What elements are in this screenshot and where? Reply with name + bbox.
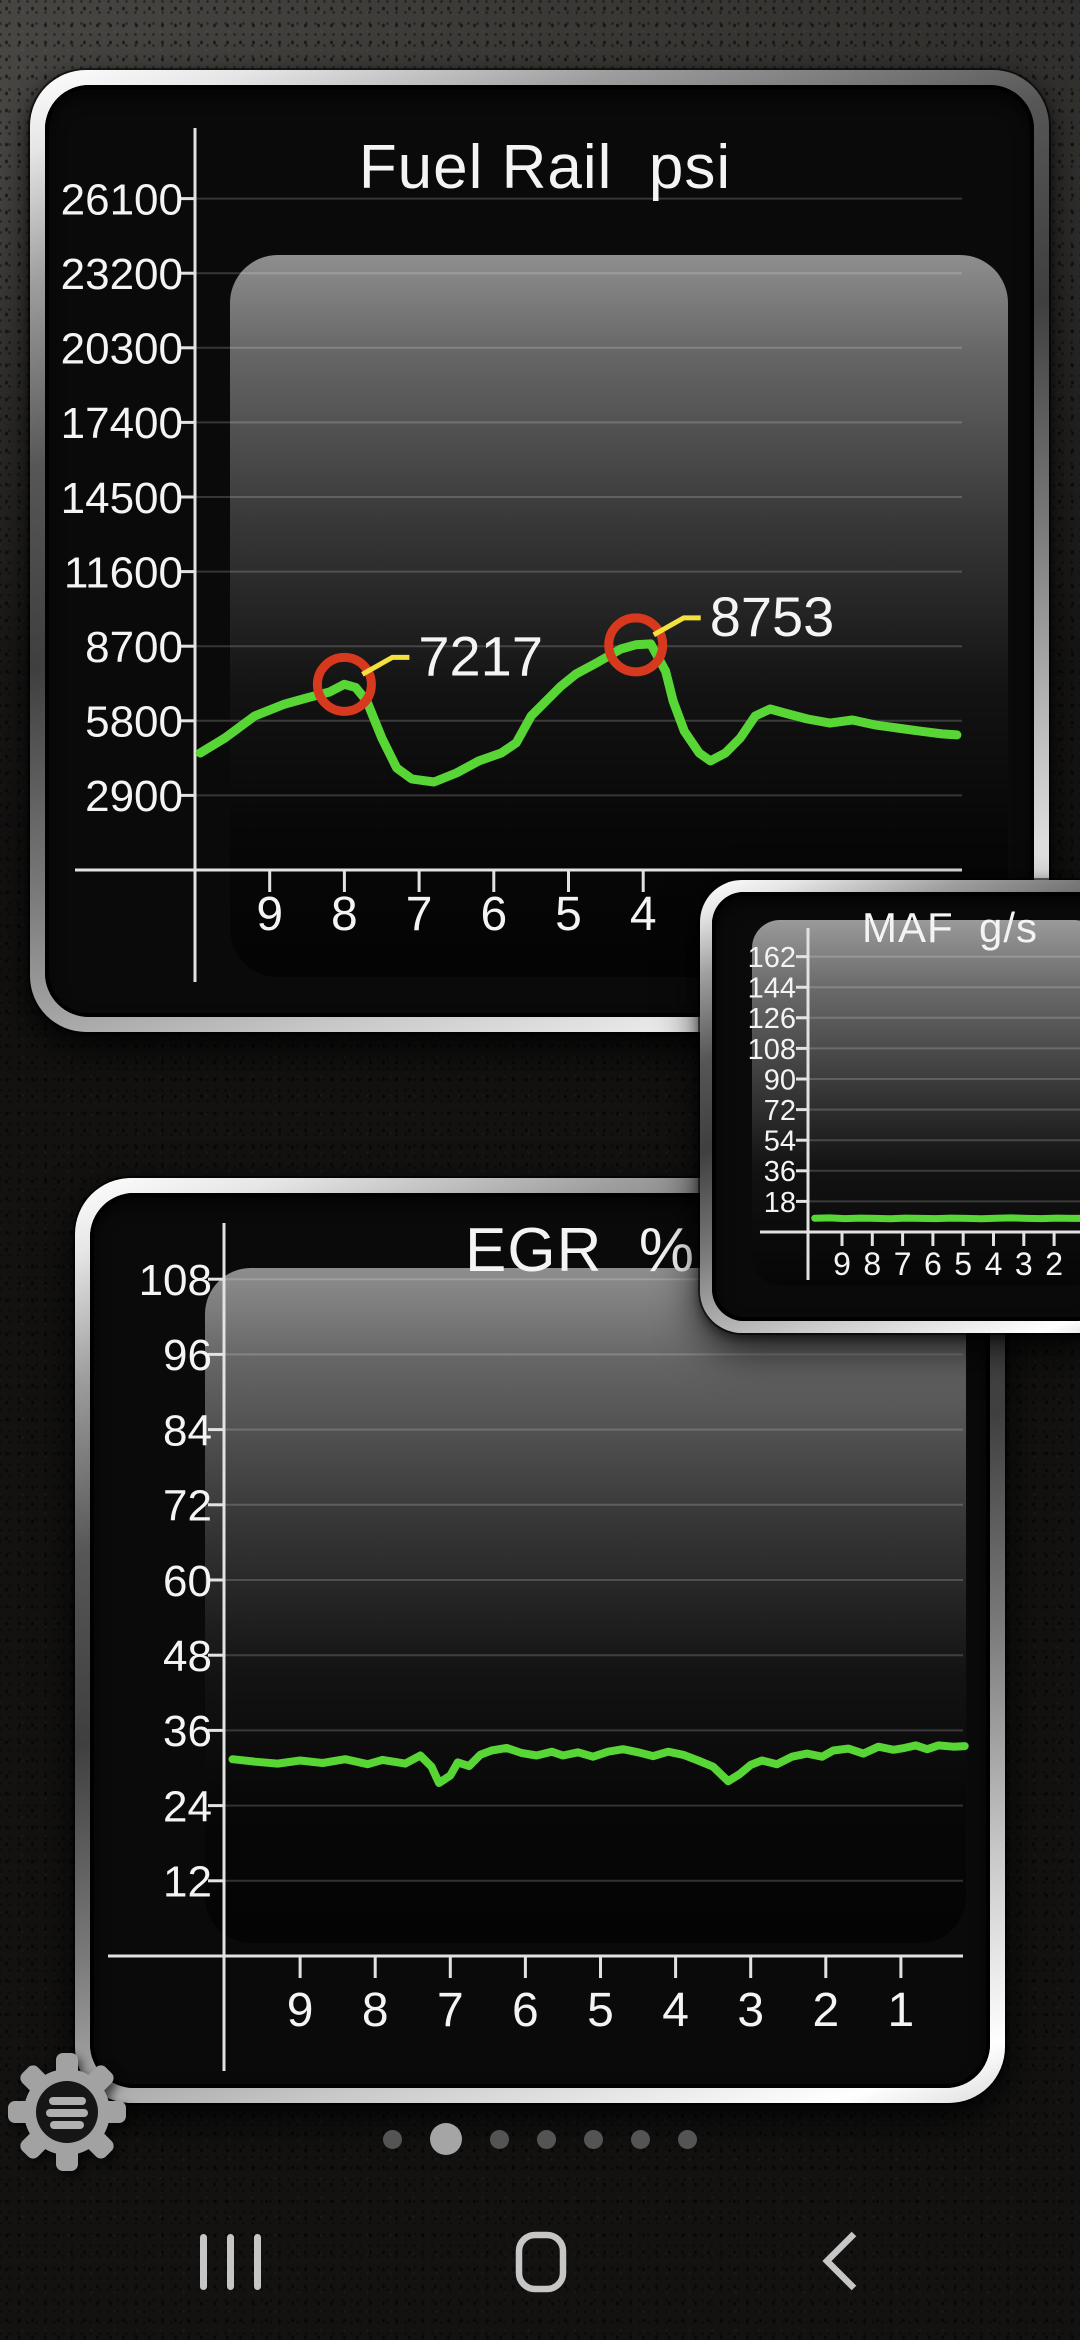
x-tick-label: 7 <box>894 1246 912 1282</box>
chart-title: MAF g/s <box>862 904 1038 951</box>
x-tick-label: 5 <box>587 1984 614 2037</box>
y-tick-label: 60 <box>163 1557 212 1606</box>
y-tick-label: 12 <box>163 1858 212 1907</box>
x-tick-label: 7 <box>406 888 433 941</box>
y-tick-label: 36 <box>163 1707 212 1756</box>
recents-button[interactable] <box>196 2234 266 2290</box>
back-button[interactable] <box>816 2231 866 2291</box>
x-tick-label: 7 <box>437 1984 464 2037</box>
chart-title: EGR % <box>465 1216 695 1285</box>
menu-lines-icon <box>46 2097 88 2129</box>
gear-icon <box>8 2053 126 2171</box>
y-tick-label: 26100 <box>61 175 183 224</box>
y-tick-label: 144 <box>748 973 796 1005</box>
x-tick-label: 8 <box>863 1246 881 1282</box>
y-tick-label: 36 <box>764 1156 796 1188</box>
back-icon <box>822 2231 857 2291</box>
y-tick-label: 96 <box>163 1331 212 1380</box>
maf-gauge-panel[interactable]: 162 144 126 108 90 72 54 36 18 9 8 7 6 5 4 3 2 MAF g/s <box>700 880 1080 1333</box>
y-tick-label: 126 <box>748 1003 796 1035</box>
y-tick-label: 108 <box>139 1256 212 1305</box>
x-tick-label: 9 <box>833 1246 851 1282</box>
y-tick-label: 11600 <box>64 548 183 597</box>
x-tick-label: 1 <box>888 1984 915 2037</box>
chart-title: Fuel Rail psi <box>359 133 731 202</box>
pager-dot[interactable] <box>490 2129 509 2149</box>
y-tick-label: 14500 <box>61 474 183 523</box>
x-tick-label: 6 <box>512 1984 539 2037</box>
annotation-label: 7217 <box>418 624 543 687</box>
y-tick-label: 5800 <box>85 698 183 747</box>
x-tick-label: 4 <box>662 1984 689 2037</box>
x-tick-label: 6 <box>480 888 507 941</box>
fuel-rail-chart-svg: 26100 23200 20300 17400 14500 11600 8700 5800 29… <box>61 128 962 982</box>
x-tick-label: 5 <box>555 888 582 941</box>
y-tick-label: 48 <box>163 1632 212 1681</box>
y-tick-label: 8700 <box>85 623 183 672</box>
maf-gauge-screen: 162 144 126 108 90 72 54 36 18 9 8 7 6 5 4 3 2 MAF g/s <box>712 892 1080 1321</box>
y-tick-label: 84 <box>163 1406 212 1455</box>
page-indicator[interactable] <box>0 2122 1080 2156</box>
x-tick-label: 9 <box>256 888 283 941</box>
x-tick-label: 3 <box>737 1984 764 2037</box>
pager-dot[interactable] <box>584 2129 603 2149</box>
y-tick-label: 162 <box>748 942 796 974</box>
x-tick-label: 4 <box>985 1246 1003 1282</box>
x-tick-label: 8 <box>362 1984 389 2037</box>
y-tick-label: 17400 <box>61 399 183 448</box>
x-tick-label: 2 <box>812 1984 839 2037</box>
pager-dot[interactable] <box>631 2129 650 2149</box>
x-tick-label: 8 <box>331 888 358 941</box>
fuel-rail-chart: 26100 23200 20300 17400 14500 11600 8700 5800 29… <box>45 85 1034 1017</box>
y-tick-label: 24 <box>163 1782 212 1831</box>
maf-chart: 162 144 126 108 90 72 54 36 18 9 8 7 6 5 4 3 2 MAF g/s <box>712 892 1080 1321</box>
pager-dot[interactable] <box>537 2129 556 2149</box>
y-tick-label: 108 <box>748 1034 796 1066</box>
fuel-rail-gauge-screen: 26100 23200 20300 17400 14500 11600 8700 5800 29… <box>45 85 1034 1017</box>
x-tick-label: 2 <box>1045 1246 1063 1282</box>
x-tick-label: 3 <box>1015 1246 1033 1282</box>
series-line <box>811 1214 1080 1223</box>
x-tick-label: 9 <box>287 1984 314 2037</box>
y-tick-label: 20300 <box>61 325 183 374</box>
pager-dot-active[interactable] <box>430 2123 462 2155</box>
x-tick-label: 4 <box>630 888 657 941</box>
android-nav-bar <box>0 2200 1080 2340</box>
y-tick-label: 72 <box>764 1095 796 1127</box>
series-line <box>195 639 962 787</box>
y-tick-label: 2900 <box>85 772 183 821</box>
pager-dot[interactable] <box>383 2129 402 2149</box>
recents-icon <box>200 2234 261 2290</box>
home-icon <box>515 2231 567 2293</box>
y-tick-label: 90 <box>764 1064 796 1096</box>
annotation-label: 8753 <box>710 585 835 648</box>
settings-gear-button[interactable] <box>8 2053 126 2171</box>
pager-dot[interactable] <box>678 2129 697 2149</box>
series-line <box>228 1741 969 1787</box>
home-button[interactable] <box>512 2231 570 2293</box>
x-tick-label: 6 <box>924 1246 942 1282</box>
y-tick-label: 18 <box>764 1187 796 1219</box>
y-tick-label: 54 <box>764 1126 796 1158</box>
x-tick-label: 5 <box>954 1246 972 1282</box>
y-tick-label: 72 <box>163 1482 212 1531</box>
y-tick-label: 23200 <box>61 250 183 299</box>
